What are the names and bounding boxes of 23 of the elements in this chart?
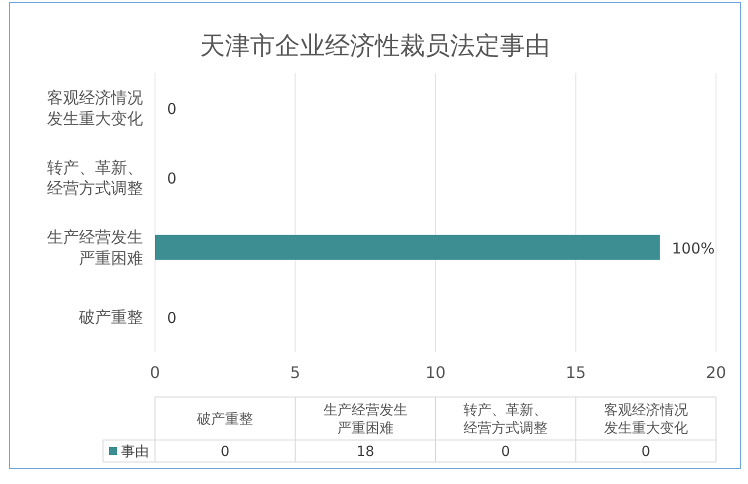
category-label: 转产、革新、经营方式调整 xyxy=(464,402,548,436)
y-tick-label: 生产经营发生严重困难 xyxy=(47,228,143,268)
category-label: 生产经营发生严重困难 xyxy=(323,402,408,436)
y-tick-label: 转产、革新、经营方式调整 xyxy=(47,158,143,198)
annotation: 100% xyxy=(672,239,715,258)
x-tick-label: 20 xyxy=(706,363,726,382)
chart-title: 天津市企业经济性裁员法定事由 xyxy=(200,31,550,60)
x-tick-label: 15 xyxy=(566,363,586,382)
data-label: 0 xyxy=(220,444,230,460)
data-label: 18 xyxy=(356,444,374,460)
x-tick-label: 10 xyxy=(425,363,446,382)
y-tick-label: 客观经济情况发生重大变化 xyxy=(47,88,143,128)
legend-label: 事由 xyxy=(121,444,149,460)
data-label: 0 xyxy=(501,444,510,460)
category-label: 破产重整 xyxy=(196,411,254,428)
data-label: 0 xyxy=(167,100,177,118)
category-label: 客观经济情况发生重大变化 xyxy=(604,402,688,436)
x-tick-label: 0 xyxy=(150,363,160,382)
y-tick-label: 破产重整 xyxy=(78,308,143,327)
data-label: 0 xyxy=(641,444,650,460)
data-label: 0 xyxy=(167,170,177,188)
data-label: 0 xyxy=(167,309,177,328)
x-tick-label: 5 xyxy=(290,363,300,382)
